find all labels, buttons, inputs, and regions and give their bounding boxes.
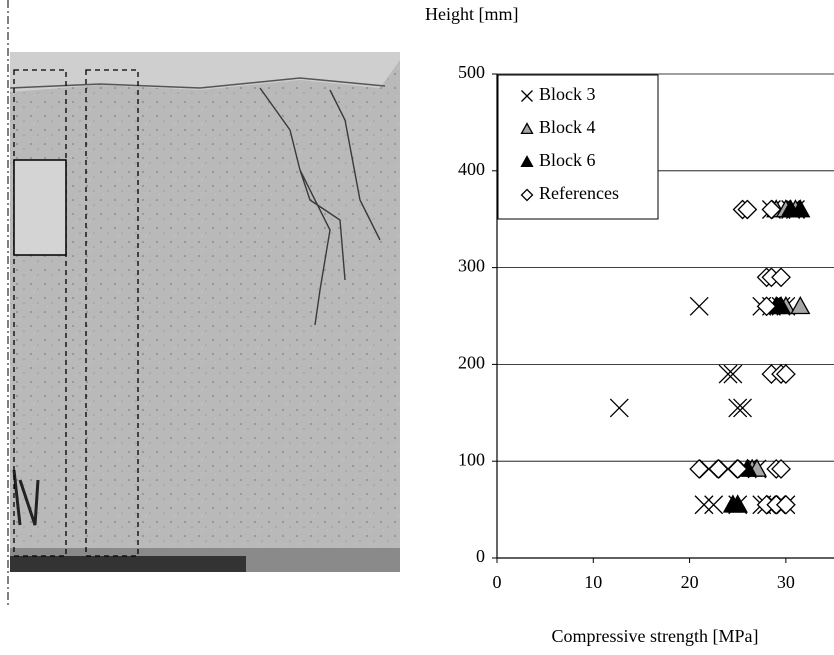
point — [775, 494, 796, 515]
point — [689, 296, 709, 316]
point — [708, 459, 729, 479]
point — [790, 199, 811, 218]
legend-marker — [520, 122, 534, 135]
point — [704, 495, 724, 515]
point — [771, 267, 791, 288]
point — [737, 199, 758, 220]
y-axis-title: Height [mm] — [425, 4, 518, 24]
y-tick-label: 300 — [458, 256, 485, 276]
y-tick-label: 200 — [458, 353, 485, 373]
x-tick-label: 10 — [584, 572, 602, 592]
y-tick-label: 0 — [476, 546, 485, 566]
point — [723, 364, 743, 384]
point — [609, 398, 629, 418]
point — [756, 296, 777, 317]
legend-label: Block 3 — [539, 84, 596, 104]
legend-marker — [520, 188, 534, 202]
legend-label: Block 6 — [539, 150, 596, 170]
point — [771, 459, 791, 479]
legend-marker — [520, 155, 534, 168]
legend-label: References — [539, 183, 619, 203]
point — [790, 295, 811, 315]
point — [770, 295, 792, 315]
point — [689, 459, 710, 479]
point — [727, 494, 748, 513]
y-tick-label: 500 — [458, 62, 485, 82]
point — [727, 459, 748, 479]
point — [694, 495, 714, 515]
point — [733, 398, 752, 418]
x-tick-label: 20 — [681, 572, 699, 592]
x-tick-label: 30 — [777, 572, 795, 592]
x-tick-label: 0 — [493, 572, 502, 592]
y-tick-label: 100 — [458, 449, 485, 469]
legend-label: Block 4 — [539, 117, 596, 137]
point — [728, 398, 748, 418]
specimen-photo — [7, 0, 400, 605]
point — [775, 364, 796, 384]
x-axis-title: Compressive strength [MPa] — [552, 626, 759, 646]
y-tick-label: 400 — [458, 159, 485, 179]
point — [761, 199, 782, 220]
legend-marker — [521, 90, 533, 102]
point — [718, 364, 738, 384]
